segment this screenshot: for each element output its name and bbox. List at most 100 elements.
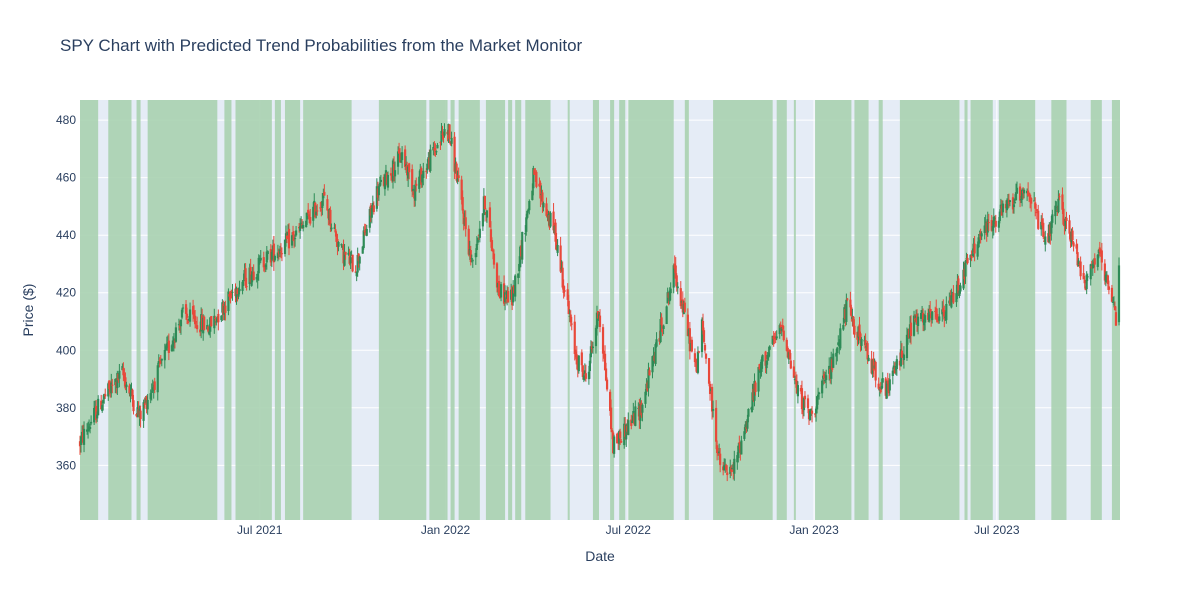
candle-up	[312, 206, 315, 221]
candle-down	[159, 359, 162, 364]
candle-up	[912, 315, 916, 336]
candle-up	[340, 244, 343, 246]
candle-up	[814, 408, 818, 414]
candle-up	[227, 291, 230, 312]
candle-up	[983, 225, 986, 233]
candle-down	[184, 304, 188, 314]
candle-up	[1055, 207, 1058, 209]
candle-down	[1113, 305, 1117, 311]
candle-down	[457, 175, 460, 179]
candle-down	[195, 321, 198, 323]
candle-up	[343, 251, 346, 266]
candle-up	[150, 391, 153, 393]
candle-down	[774, 337, 777, 340]
candle-down	[598, 315, 602, 327]
candle-up	[654, 344, 657, 365]
candle-up	[347, 252, 350, 255]
candle-down	[1018, 186, 1022, 201]
candle-up	[525, 217, 528, 232]
candle-up	[959, 285, 962, 292]
candle-down	[1035, 212, 1038, 214]
candle-down	[570, 323, 573, 325]
candle-up	[264, 264, 267, 268]
candle-down	[603, 353, 607, 371]
candle-down	[874, 361, 877, 381]
trend-region	[80, 100, 99, 520]
candle-down	[492, 253, 496, 265]
candle-up	[107, 383, 110, 397]
candle-up	[888, 379, 891, 391]
candle-down	[581, 365, 584, 377]
candle-up	[213, 315, 216, 329]
candle-up	[818, 392, 821, 395]
candle-down	[132, 400, 135, 412]
candle-down	[467, 228, 470, 255]
candle-up	[931, 311, 934, 321]
x-tick-label: Jul 2022	[606, 523, 652, 537]
candle-up	[177, 324, 181, 326]
candle-down	[754, 382, 757, 393]
candle-down	[987, 222, 990, 224]
candle-down	[806, 398, 810, 409]
candle-down	[1107, 286, 1110, 290]
y-axis-title: Price ($)	[20, 284, 36, 337]
candle-up	[435, 151, 438, 153]
candle-down	[439, 141, 442, 143]
candle-up	[768, 346, 771, 350]
candle-down	[943, 309, 946, 320]
candle-down	[893, 367, 896, 374]
candle-down	[879, 387, 882, 393]
candle-up	[365, 228, 368, 236]
candle-down	[922, 312, 925, 323]
candle-down	[167, 340, 170, 353]
candle-up	[524, 233, 527, 235]
candle-down	[726, 472, 729, 476]
candle-down	[230, 293, 233, 295]
candle-up	[655, 339, 658, 347]
candle-up	[587, 371, 590, 380]
candle-down	[1036, 209, 1039, 211]
candle-up	[526, 210, 529, 218]
candle-up	[429, 149, 432, 172]
trend-region	[525, 100, 551, 520]
candle-down	[569, 314, 572, 323]
trend-region	[508, 100, 513, 520]
candle-down	[178, 325, 182, 329]
candle-down	[460, 179, 463, 200]
candle-down	[707, 358, 711, 384]
candle-up	[531, 190, 534, 201]
candle-up	[377, 186, 380, 196]
candle-up	[118, 370, 121, 379]
candle-up	[362, 230, 365, 248]
trend-region	[619, 100, 626, 520]
candle-up	[971, 254, 974, 256]
candle-up	[436, 144, 439, 149]
candle-up	[412, 188, 415, 191]
candle-up	[476, 238, 479, 243]
candle-up	[330, 227, 333, 230]
candle-down	[316, 210, 319, 212]
candle-up	[88, 426, 92, 429]
candle-up	[103, 393, 106, 399]
candle-down	[942, 307, 945, 312]
candle-down	[850, 307, 853, 317]
trend-region	[378, 100, 427, 520]
candle-down	[214, 317, 217, 319]
candle-up	[386, 174, 390, 188]
candle-down	[122, 367, 125, 376]
candle-up	[1089, 264, 1092, 280]
candle-up	[998, 211, 1001, 221]
candle-down	[398, 153, 402, 163]
candle-up	[832, 353, 835, 368]
candle-down	[810, 410, 814, 414]
candle-down	[683, 302, 686, 312]
candle-up	[110, 382, 113, 394]
candle-down	[610, 407, 613, 430]
candle-up	[426, 163, 429, 171]
y-tick-label: 360	[56, 458, 76, 472]
candle-up	[924, 315, 927, 323]
x-tick-label: Jan 2023	[789, 523, 839, 537]
candle-down	[785, 339, 788, 351]
candle-down	[858, 324, 861, 337]
candle-up	[824, 380, 827, 382]
